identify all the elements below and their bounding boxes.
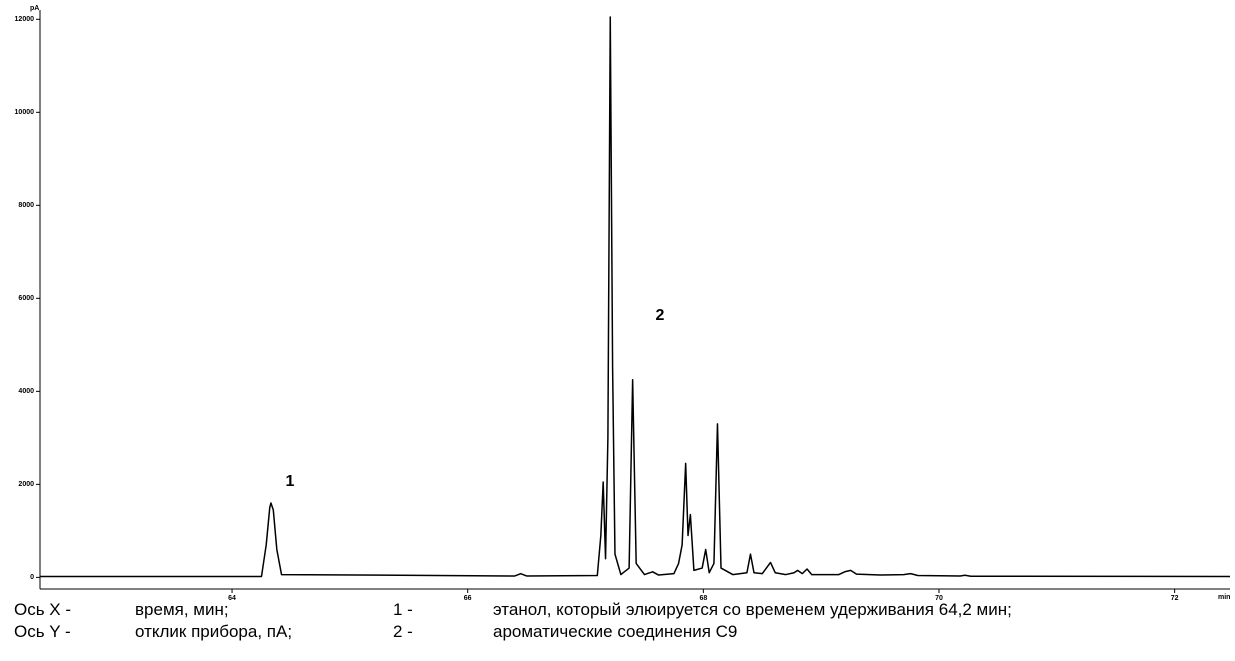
- y-tick-label: 4000: [18, 388, 34, 395]
- x-tick-label: 72: [1171, 595, 1179, 602]
- x-tick-label: 64: [228, 595, 236, 602]
- caption-label: 2 -: [393, 622, 413, 641]
- caption-label: Ось X -: [14, 600, 72, 619]
- peak-annotation: 1: [286, 473, 295, 490]
- x-tick-label: 70: [935, 595, 943, 602]
- caption-label: 1 -: [393, 600, 413, 619]
- y-tick-label: 2000: [18, 481, 34, 488]
- x-tick-label: 66: [464, 595, 472, 602]
- x-unit: min: [1218, 594, 1230, 601]
- x-tick-label: 68: [699, 595, 707, 602]
- chromatogram-line: [40, 16, 1231, 578]
- y-tick-label: 6000: [18, 295, 34, 302]
- y-unit: pA: [30, 5, 39, 12]
- caption-text: ароматические соединения С9: [493, 622, 738, 641]
- y-tick-label: 8000: [18, 202, 34, 209]
- y-tick-label: 10000: [15, 109, 35, 116]
- caption-label: Ось Y -: [14, 622, 71, 641]
- peak-annotation: 2: [656, 307, 665, 324]
- y-tick-label: 0: [30, 574, 34, 581]
- y-tick-label: 12000: [15, 16, 35, 23]
- caption-text: время, мин;: [135, 600, 229, 619]
- chart: pA min 1 2 0 2000 4000 6000 8000 10000 12000 64…: [15, 5, 1231, 602]
- caption-text: этанол, который элюируется со временем у…: [493, 600, 1012, 619]
- caption-text: отклик прибора, пА;: [135, 622, 293, 641]
